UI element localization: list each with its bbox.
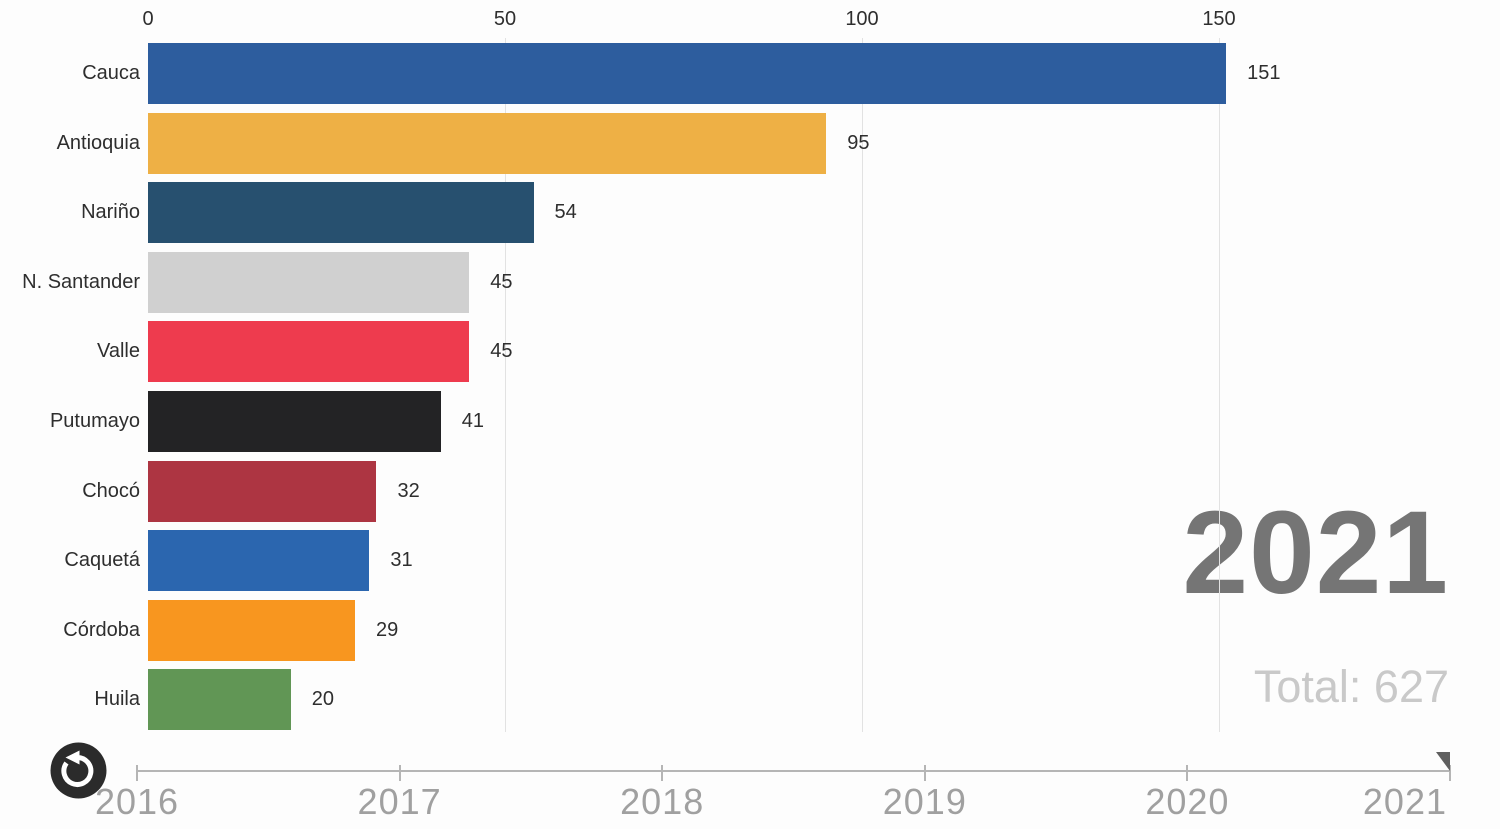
bar-category-label: Córdoba [63,618,140,641]
restart-icon [50,742,107,799]
timeline-tick [1449,765,1451,781]
total-label: Total: 627 [1253,661,1449,712]
bar-row: Putumayo 41 [0,391,1500,452]
x-axis-tick-label: 0 [142,8,154,30]
bar-category-label: Chocó [82,479,140,502]
timeline-tick [398,765,401,781]
timeline-year-label: 2017 [357,781,442,822]
timeline-tick [1186,765,1189,781]
gridline [505,38,506,732]
replay-button[interactable] [50,742,107,799]
bar-category-label: Caquetá [64,549,140,572]
bar-row: Caquetá 31 [0,530,1500,592]
bar-value-label: 32 [397,479,420,502]
bar [148,321,470,383]
bar [148,530,370,592]
bar-category-label: N. Santander [22,270,140,293]
bar-value-label: 41 [461,410,484,432]
bar-row: Córdoba 29 [0,599,1500,661]
bar [148,669,291,731]
bar-row: Valle 45 [0,321,1500,383]
bar-value-label: 54 [554,201,577,224]
bar [148,391,441,452]
timeline-year-label: 2020 [1145,781,1230,822]
bar-value-label: 31 [390,549,413,572]
timeline-year-label: 2021 [1362,781,1447,822]
bar-category-label: Antioquia [56,131,140,154]
bar [148,251,470,313]
bar-value-label: 151 [1247,62,1281,84]
timeline-year-label: 2018 [620,781,705,822]
bar-category-label: Cauca [82,62,140,84]
bar-value-label: 20 [311,688,335,711]
bar-row: Nariño 54 [0,182,1500,244]
x-axis-tick-label: 50 [493,8,517,30]
bar-row: Chocó 32 [0,460,1500,522]
x-axis-tick-label: 150 [1202,8,1236,30]
bar [148,182,534,244]
gridline [1219,38,1220,732]
bar-category-label: Huila [94,688,140,711]
bar-value-label: 45 [490,340,513,363]
timeline-tick [661,765,664,781]
current-year-label: 2021 [1182,487,1449,619]
bar-category-label: Putumayo [49,410,140,432]
bar-value-label: 29 [376,618,399,641]
bar [148,112,827,174]
timeline-track[interactable] [137,770,1450,772]
bar-value-label: 45 [490,270,513,293]
timeline-playhead[interactable] [1436,752,1450,771]
bar-value-label: 95 [847,131,870,154]
timeline-tick [923,765,926,781]
bar [148,460,377,522]
gridline [862,38,863,732]
bar-row: Cauca 151 [0,43,1500,104]
bar-row: N. Santander 45 [0,251,1500,313]
bar-row: Huila 20 [0,669,1500,731]
x-axis-tick-label: 100 [845,8,879,30]
bar [148,43,1227,104]
bar [148,599,356,661]
timeline-year-label: 2016 [94,781,180,822]
timeline-tick [136,765,138,781]
bar-category-label: Nariño [81,201,140,224]
timeline-slider[interactable]: 2016 2017 2018 2019 2020 2021 [0,735,1500,829]
bar-row: Antioquia 95 [0,112,1500,174]
bar-category-label: Valle [97,340,140,363]
timeline-year-label: 2019 [882,781,967,822]
